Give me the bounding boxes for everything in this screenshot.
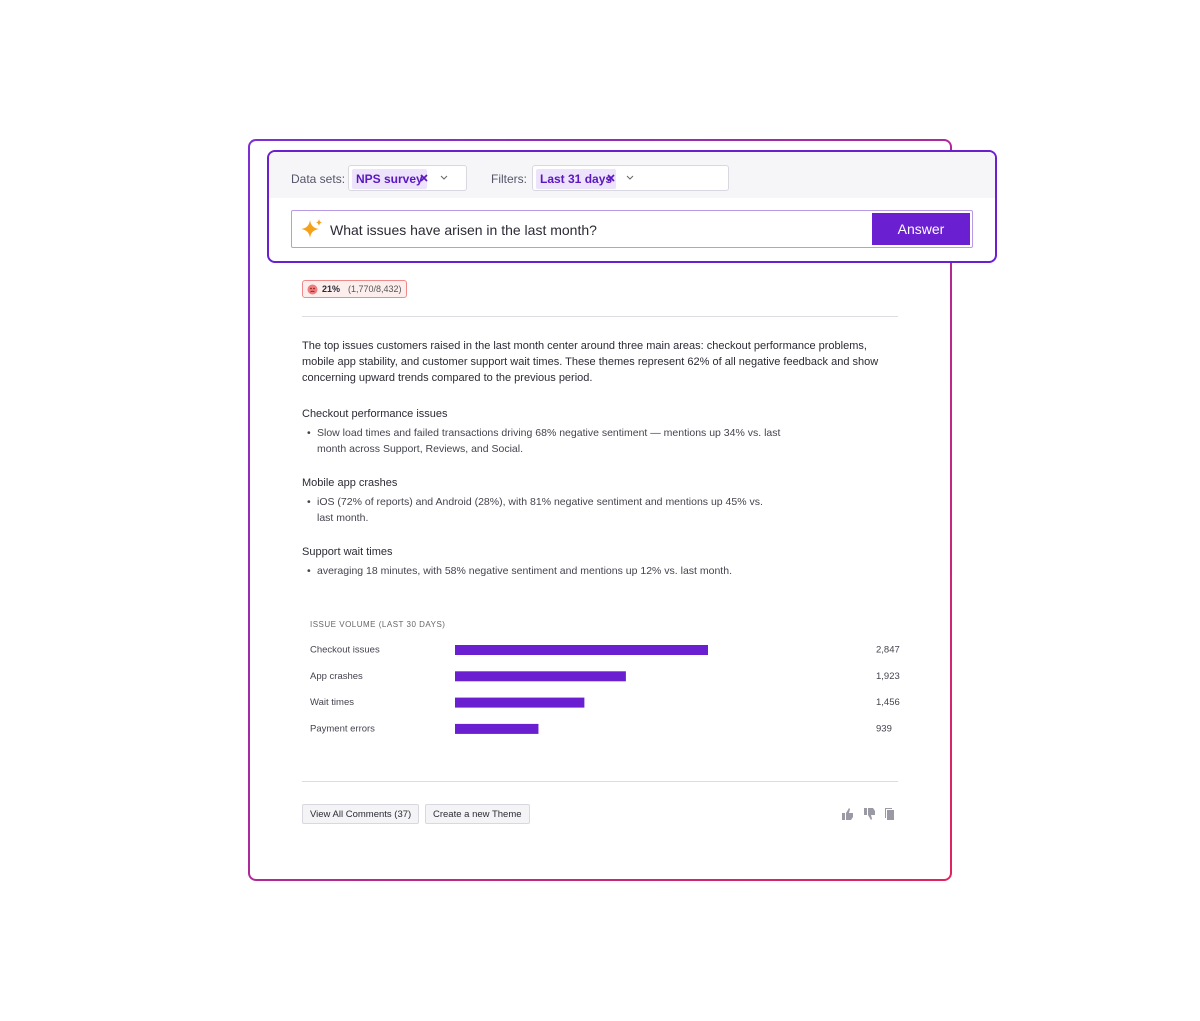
question-text: What issues have arisen in the last mont… [330,222,597,238]
section: Checkout performance issues Slow load tim… [302,408,898,457]
chart-title: ISSUE VOLUME (LAST 30 DAYS) [310,620,445,629]
sentiment-percent: 21% [322,284,341,294]
divider [302,316,898,317]
bar-label: Payment errors [310,723,375,734]
answer-button[interactable]: Answer [872,213,970,245]
bullet: averaging 18 minutes, with 58% negative … [302,563,782,579]
bar [455,697,585,708]
sad-face-icon [307,284,318,294]
question-box[interactable]: What issues have arisen in the last mont… [291,210,973,248]
bar-label: App crashes [310,671,363,682]
divider [302,781,898,782]
filter-select[interactable]: Last 31 days [532,165,729,191]
bar-label: Wait times [310,697,354,708]
query-panel: Data sets: NPS survey Filters: Last 31 d… [267,150,997,263]
sparkle-icon [301,219,322,238]
bullet: iOS (72% of reports) and Android (28%), … [302,494,782,526]
value-label: 1,456 [876,697,900,708]
thumbs-up-icon[interactable] [842,808,853,820]
remove-icon[interactable] [606,173,616,183]
bar [455,723,539,734]
dataset-select[interactable]: NPS survey [348,165,467,191]
chevron-icon [440,175,448,180]
copy-icon[interactable] [885,808,894,820]
bar [455,645,708,655]
action-button[interactable]: View All Comments (37) [302,804,420,824]
datasets-label: Data sets: [291,172,346,186]
section: Mobile app crashes iOS (72% of reports) a… [302,477,898,526]
chevron-icon [626,175,634,180]
action-button[interactable]: Create a new Theme [425,804,530,824]
value-label: 2,847 [876,645,900,656]
feedback-icons [842,808,894,820]
dataset-tag: NPS survey [352,169,427,189]
section-heading: Mobile app crashes [302,477,398,489]
sentiment-badge: 21% (1,770/8,432) [302,280,407,298]
section-heading: Checkout performance issues [302,408,448,420]
value-label: 939 [876,723,892,734]
issue-chart: ISSUE VOLUME (LAST 30 DAYS) Checkout iss… [310,620,900,734]
bar [455,671,626,682]
summary: The top issues customers raised in the l… [302,340,879,384]
section: Support wait times averaging 18 minutes, … [302,546,898,579]
value-label: 1,923 [876,671,900,682]
section-heading: Support wait times [302,546,393,558]
sentiment-counts: (1,770/8,432) [348,284,402,294]
remove-icon[interactable] [419,173,429,183]
filter-tag: Last 31 days [536,169,617,189]
thumbs-down-icon[interactable] [864,808,875,820]
sections: Checkout performance issues Slow load tim… [302,408,898,599]
bar-label: Checkout issues [310,645,380,656]
bullet: Slow load times and failed transactions … [302,425,782,457]
filters-label: Filters: [491,172,527,186]
